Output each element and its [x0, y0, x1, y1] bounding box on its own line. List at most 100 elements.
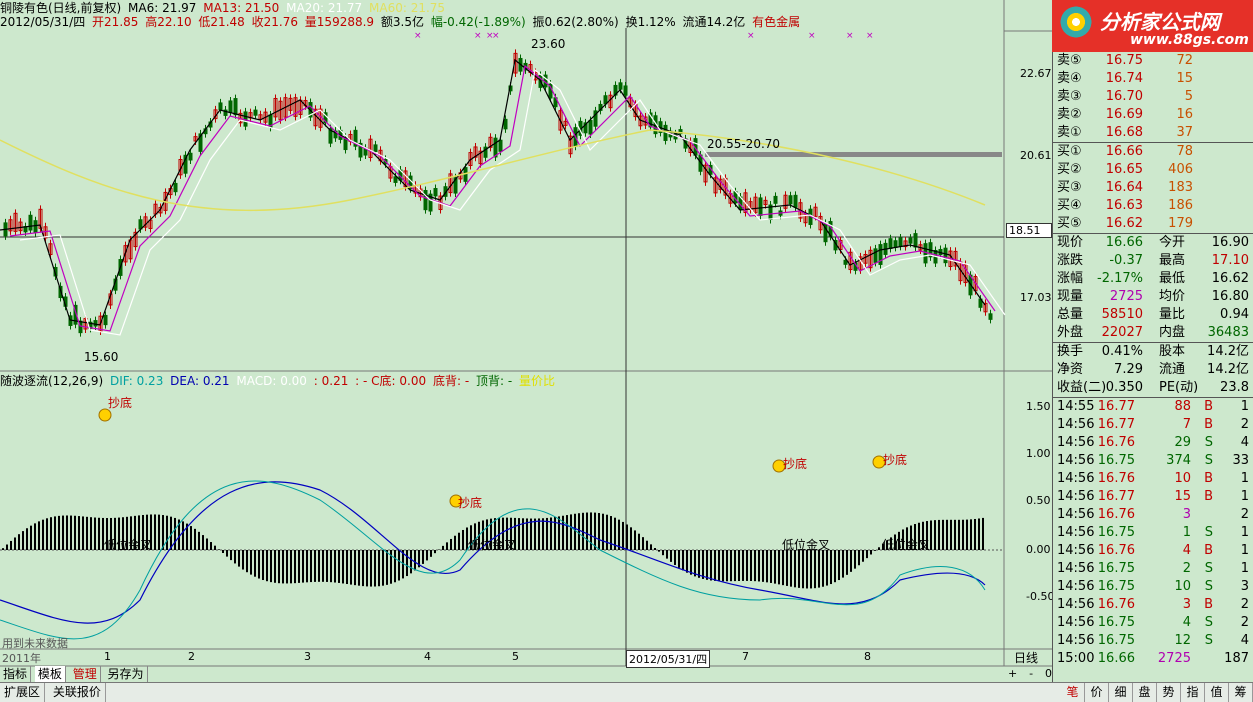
macd-bar [670, 550, 672, 562]
tick-volume: 3 [1182, 597, 1191, 612]
stat-value: 58510 [1101, 307, 1143, 322]
candle-body [753, 196, 758, 214]
tick-price: 16.76 [1097, 507, 1135, 522]
panel-tab[interactable]: 笔 [1061, 683, 1085, 702]
candle-body [293, 97, 298, 117]
macd-bar [518, 518, 520, 550]
order-price: 16.62 [1105, 216, 1143, 231]
macd-bar [162, 515, 164, 550]
chart-canvas[interactable]: × × ×× × × × × [0, 0, 1052, 682]
candle-body [773, 195, 778, 204]
ma60-line [0, 129, 986, 212]
tick-price: 16.75 [1097, 453, 1135, 468]
stat-value: 16.90 [1211, 235, 1249, 250]
quote-row: 现量 2725 均价 16.80 [1053, 288, 1253, 306]
candle-body [873, 248, 878, 263]
macd-bar [18, 534, 20, 550]
cross-label: 低位金叉 [468, 538, 517, 552]
tick-side: B [1204, 471, 1213, 486]
macd-bar [666, 550, 668, 559]
period-label[interactable]: 日线 [1014, 651, 1039, 665]
macd-bar [834, 550, 836, 583]
tick-count: 1 [1240, 489, 1249, 504]
tick-time: 14:56 [1057, 633, 1095, 648]
quote-header: 2012/05/31/四 开21.85 高22.10 低21.48 收21.76… [0, 15, 803, 29]
tab-manage[interactable]: 管理 [70, 666, 101, 682]
macd-series [0, 408, 986, 640]
marker-x: × [414, 31, 422, 41]
macd-bar [286, 550, 288, 584]
tab-save-as[interactable]: 另存为 [105, 666, 148, 682]
tab-template[interactable]: 模板 [34, 666, 66, 682]
ma-lines [0, 58, 1006, 336]
macd-bar [142, 514, 144, 550]
quote-turnover: 换1.12% [625, 15, 676, 29]
panel-tab[interactable]: 势 [1157, 683, 1181, 702]
macd-bar [178, 519, 180, 550]
quote-row: 14:56 16.75 1 S 1 [1053, 524, 1253, 542]
reset-button[interactable]: 0 [1044, 667, 1052, 680]
panel-tab[interactable]: 价 [1085, 683, 1109, 702]
panel-tab[interactable]: 盘 [1133, 683, 1157, 702]
macd-bar [354, 550, 356, 586]
macd-bar [850, 550, 852, 572]
candle-body [843, 259, 848, 265]
quote-stats: 现价 16.66 今开 16.90 涨跌 -0.37 最高 17.10 涨幅 -2.17% 最低 16… [1053, 234, 1253, 342]
macd-bar [306, 550, 308, 583]
tick-volume: 3 [1182, 507, 1191, 522]
marker-x: × [808, 31, 816, 41]
macd-bar [122, 517, 124, 550]
macd-bar [262, 550, 264, 581]
macd-bar [342, 550, 344, 584]
order-price: 16.68 [1105, 125, 1143, 140]
ma-line [19, 68, 1006, 336]
candle-body [33, 220, 38, 233]
candle-body [138, 219, 143, 230]
order-price: 16.70 [1105, 89, 1143, 104]
macd-bar [678, 550, 680, 568]
stat-value: 14.2亿 [1207, 344, 1249, 359]
zoom-out-button[interactable]: - [1029, 667, 1034, 680]
stat-label: 换手 [1057, 344, 1084, 359]
macd-bar [314, 550, 316, 582]
order-price: 16.65 [1105, 162, 1143, 177]
order-volume: 37 [1176, 125, 1193, 140]
panel-tab[interactable]: 指 [1181, 683, 1205, 702]
panel-tabs: 笔价细盘势指值筹 [1061, 683, 1253, 702]
tab-indicator[interactable]: 指标 [0, 666, 32, 682]
candle-body [373, 144, 378, 152]
panel-tab[interactable]: 细 [1109, 683, 1133, 702]
tick-price: 16.75 [1097, 615, 1135, 630]
panel-tab[interactable]: 筹 [1229, 683, 1253, 702]
tick-time: 14:56 [1057, 471, 1095, 486]
order-label: 卖③ [1057, 89, 1082, 104]
quote-row: 买③ 16.64 183 [1053, 179, 1253, 197]
macd-bar [242, 550, 244, 570]
cross-label: 低位金叉 [882, 538, 931, 552]
candle-body [103, 314, 108, 326]
macd-bar [538, 518, 540, 550]
macd-bar [278, 550, 280, 584]
zoom-in-button[interactable]: + [1008, 667, 1018, 680]
macd-bar [282, 550, 284, 584]
tab-extension[interactable]: 扩展区 [0, 683, 46, 702]
macd-bar [574, 513, 576, 550]
candle-body [428, 193, 433, 212]
candle-body [43, 226, 48, 239]
macd-bar [534, 518, 536, 550]
macd-bar [38, 521, 40, 550]
quote-row: 14:55 16.77 88 B 1 [1053, 398, 1253, 416]
macd-bar [118, 517, 120, 550]
macd-bar [874, 550, 876, 551]
smiley-icon [872, 455, 886, 469]
macd-bar [466, 527, 468, 550]
quote-row: 14:56 16.76 3 B 2 [1053, 596, 1253, 614]
macd-bar [330, 550, 332, 583]
stat-value: 16.66 [1105, 235, 1143, 250]
macd-bar [362, 550, 364, 587]
macd-bar [10, 540, 12, 550]
macd-bar [642, 537, 644, 550]
tab-related-quotes[interactable]: 关联报价 [49, 683, 106, 702]
tick-time: 14:56 [1057, 579, 1095, 594]
panel-tab[interactable]: 值 [1205, 683, 1229, 702]
